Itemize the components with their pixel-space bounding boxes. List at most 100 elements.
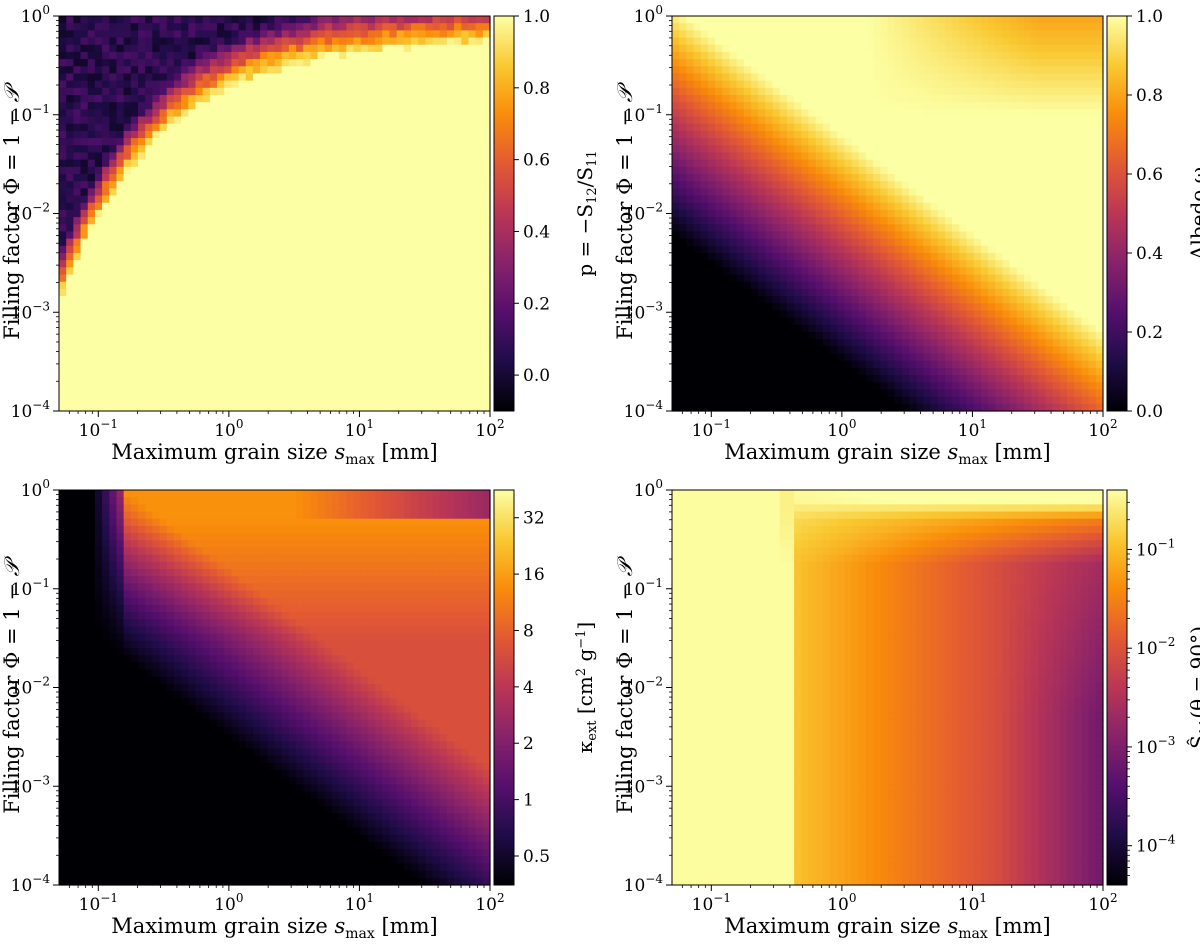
heatmap-cell [482, 296, 491, 304]
heatmap-cell [166, 310, 175, 319]
heatmap-cell [743, 274, 752, 283]
heatmap-cell [224, 23, 232, 31]
heatmap-cell [195, 80, 204, 89]
heatmap-cell [188, 382, 197, 391]
heatmap-cell [339, 238, 347, 247]
heatmap-cell [73, 360, 82, 369]
heatmap-cell [94, 288, 103, 297]
heatmap-cell [743, 245, 752, 254]
heatmap-cell [679, 166, 687, 175]
heatmap-cell [439, 288, 448, 297]
heatmap-cell [751, 353, 759, 362]
heatmap-cell [794, 253, 802, 261]
heatmap-cell [324, 109, 333, 118]
heatmap-cell [202, 138, 211, 146]
heatmap-cell [59, 130, 67, 139]
heatmap-cell [873, 109, 881, 118]
heatmap-cell [73, 16, 82, 24]
heatmap-cell [729, 303, 738, 312]
colorbar-tick-label: 0.6 [523, 151, 550, 171]
heatmap-cell [418, 37, 426, 46]
heatmap-cell [209, 274, 218, 283]
heatmap-cell [873, 51, 881, 60]
heatmap-cell [729, 253, 738, 261]
heatmap-cell [715, 37, 723, 46]
heatmap-cell [360, 174, 369, 182]
heatmap-cell [837, 224, 845, 233]
heatmap-cell [102, 403, 110, 412]
heatmap-cell [482, 339, 491, 347]
heatmap-cell [844, 87, 853, 96]
heatmap-cell [779, 37, 788, 46]
heatmap-cell [815, 346, 824, 355]
heatmap-cell [116, 296, 125, 304]
heatmap-cell [145, 174, 153, 182]
heatmap-cell [858, 152, 867, 161]
heatmap-cell [138, 346, 146, 355]
heatmap-cell [454, 231, 462, 240]
heatmap-cell [80, 288, 89, 297]
heatmap-cell [722, 123, 731, 132]
heatmap-cell [736, 224, 745, 233]
heatmap-cell [116, 274, 125, 283]
heatmap-cell [382, 116, 391, 125]
heatmap-cell [830, 166, 838, 175]
heatmap-cell [94, 195, 103, 204]
heatmap-cell [707, 66, 716, 75]
heatmap-cell [715, 303, 723, 312]
heatmap-cell [403, 217, 412, 225]
heatmap-cell [195, 253, 204, 261]
heatmap-cell [729, 181, 738, 189]
heatmap-cell [339, 360, 347, 369]
heatmap-cell [729, 346, 738, 355]
heatmap-cell [252, 224, 261, 233]
heatmap-cell [382, 66, 391, 75]
heatmap-cell [830, 116, 838, 125]
heatmap-cell [722, 102, 731, 110]
heatmap-cell [94, 159, 103, 168]
heatmap-cell [367, 317, 376, 326]
heatmap-cell [310, 209, 319, 218]
heatmap-cell [801, 346, 810, 355]
heatmap-cell [303, 224, 312, 233]
heatmap-cell [751, 260, 759, 268]
heatmap-cell [715, 202, 723, 211]
heatmap-cell [94, 238, 103, 247]
heatmap-cell [815, 181, 824, 189]
heatmap-cell [138, 403, 146, 412]
heatmap-cell [296, 375, 304, 383]
heatmap-cell [80, 296, 89, 304]
heatmap-cell [267, 95, 276, 103]
heatmap-cell [202, 181, 211, 189]
heatmap-cell [130, 30, 139, 39]
heatmap-cell [102, 195, 110, 204]
heatmap-cell [231, 138, 240, 146]
heatmap-cell [166, 66, 175, 75]
heatmap-cell [837, 174, 845, 182]
heatmap-cell [159, 281, 168, 290]
heatmap-cell [672, 23, 680, 31]
heatmap-cell [729, 188, 738, 197]
heatmap-cell [94, 23, 103, 31]
heatmap-cell [152, 152, 161, 161]
heatmap-cell [281, 95, 290, 103]
heatmap-cell [425, 224, 434, 233]
heatmap-cell [367, 80, 376, 89]
heatmap-cell [94, 138, 103, 146]
heatmap-cell [173, 66, 182, 75]
heatmap-cell [468, 231, 477, 240]
heatmap-cell [339, 159, 347, 168]
heatmap-cell [152, 130, 161, 139]
heatmap-cell [693, 130, 702, 139]
heatmap-cell [779, 102, 788, 110]
heatmap-cell [736, 267, 745, 276]
heatmap-cell [138, 296, 146, 304]
heatmap-cell [439, 174, 448, 182]
heatmap-cell [209, 238, 218, 247]
heatmap-cell [116, 152, 125, 161]
heatmap-cell [360, 159, 369, 168]
heatmap-cell [844, 324, 853, 333]
heatmap-cell [274, 109, 283, 118]
heatmap-cell [116, 353, 125, 362]
heatmap-cell [173, 16, 182, 24]
